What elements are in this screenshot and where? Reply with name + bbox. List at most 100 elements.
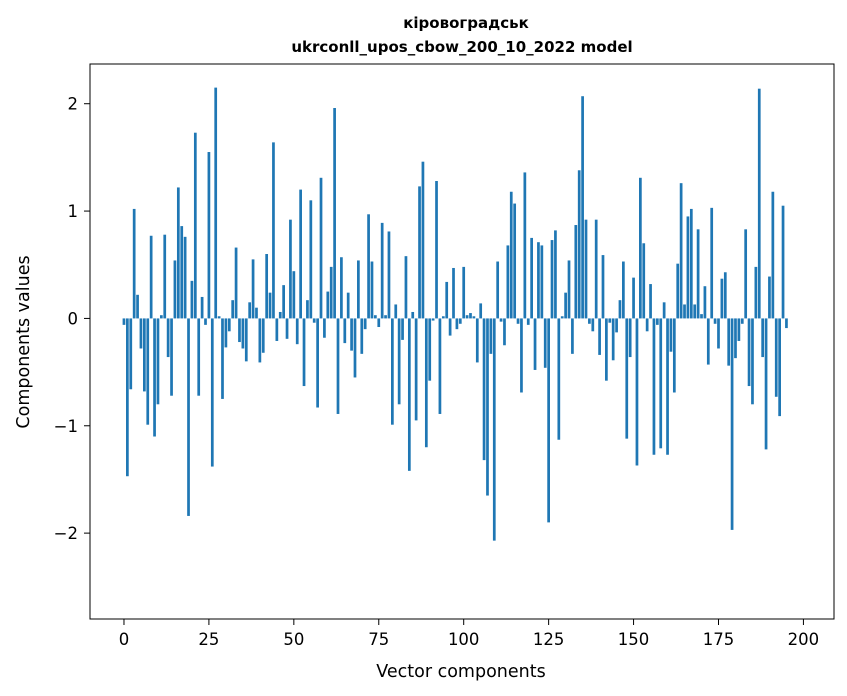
bar-167 <box>689 208 693 319</box>
bar-136 <box>584 219 588 319</box>
bar-105 <box>479 303 483 319</box>
bar-78 <box>387 231 391 319</box>
bar-53 <box>302 318 306 387</box>
x-tick-label: 100 <box>448 630 480 649</box>
bar-103 <box>472 316 476 319</box>
bar-173 <box>710 207 714 319</box>
bar-66 <box>346 292 350 319</box>
bar-88 <box>421 161 425 319</box>
bar-82 <box>401 318 404 340</box>
bar-139 <box>594 219 598 319</box>
bar-68 <box>353 318 357 378</box>
bars-group <box>122 87 788 541</box>
bar-122 <box>537 242 540 319</box>
bar-13 <box>166 318 170 358</box>
bar-49 <box>289 219 292 319</box>
bar-157 <box>655 318 659 325</box>
bar-90 <box>428 318 432 381</box>
bar-33 <box>234 247 238 319</box>
bar-101 <box>465 315 469 319</box>
y-tick-label: −1 <box>54 417 78 436</box>
bar-172 <box>706 318 710 365</box>
bar-9 <box>153 318 156 437</box>
bar-110 <box>496 261 500 319</box>
chart-title-line-2: ukrconll_upos_cbow_200_10_2022 model <box>291 38 632 56</box>
bar-0 <box>122 318 126 325</box>
bar-47 <box>282 285 285 319</box>
bar-85 <box>411 311 415 319</box>
bar-107 <box>486 318 489 496</box>
bar-120 <box>530 237 533 319</box>
bar-117 <box>520 318 523 393</box>
bar-108 <box>489 318 493 354</box>
bar-48 <box>285 318 289 339</box>
bar-195 <box>785 318 788 329</box>
bar-73 <box>370 261 374 319</box>
bar-56 <box>312 318 316 323</box>
bar-111 <box>499 318 503 322</box>
bar-89 <box>424 318 428 448</box>
bar-81 <box>397 318 401 405</box>
bar-32 <box>231 300 235 319</box>
bar-143 <box>608 318 612 323</box>
bar-45 <box>275 318 279 341</box>
bar-152 <box>639 177 642 319</box>
bar-39 <box>255 307 258 319</box>
bar-69 <box>357 260 360 319</box>
bar-158 <box>659 318 663 449</box>
x-tick-label: 125 <box>533 630 565 649</box>
x-tick-label: 0 <box>119 630 130 649</box>
plot-frame <box>89 63 835 620</box>
bar-87 <box>418 186 421 319</box>
bar-192 <box>774 318 778 397</box>
bar-24 <box>204 318 207 325</box>
bar-141 <box>601 255 605 319</box>
bar-162 <box>672 318 676 393</box>
bar-179 <box>730 318 734 530</box>
bar-34 <box>238 318 241 343</box>
bar-166 <box>686 216 690 319</box>
bar-99 <box>458 318 462 324</box>
bar-165 <box>683 304 686 319</box>
bar-124 <box>543 318 547 368</box>
bar-114 <box>509 191 513 319</box>
bar-29 <box>221 318 224 399</box>
bar-186 <box>754 266 758 319</box>
bar-176 <box>720 278 724 319</box>
bar-67 <box>350 318 353 351</box>
bar-149 <box>628 318 632 358</box>
bar-86 <box>414 318 418 421</box>
bar-16 <box>176 187 180 319</box>
bar-41 <box>261 318 265 353</box>
bar-94 <box>441 316 445 319</box>
bar-71 <box>363 318 367 330</box>
bar-121 <box>533 318 537 370</box>
bar-63 <box>336 318 340 414</box>
bar-159 <box>662 302 666 319</box>
x-tick-label: 75 <box>368 630 389 649</box>
bar-43 <box>268 292 272 319</box>
bar-64 <box>340 257 343 319</box>
bar-92 <box>435 181 438 319</box>
bar-118 <box>523 172 527 319</box>
bar-191 <box>771 191 775 319</box>
x-axis-label: Vector components <box>376 662 545 682</box>
bar-36 <box>244 318 248 362</box>
bar-51 <box>295 318 299 345</box>
bar-153 <box>642 243 646 319</box>
bar-42 <box>265 254 269 319</box>
bar-61 <box>329 266 333 319</box>
bar-17 <box>180 226 184 319</box>
bar-91 <box>431 318 435 321</box>
bar-169 <box>696 229 700 319</box>
bar-163 <box>676 263 680 319</box>
bar-129 <box>560 316 564 319</box>
bar-137 <box>588 318 591 324</box>
bar-12 <box>163 234 167 319</box>
bar-20 <box>190 280 194 319</box>
bar-37 <box>248 302 252 319</box>
bar-54 <box>306 300 309 319</box>
bar-177 <box>723 272 727 319</box>
bar-35 <box>241 318 245 349</box>
